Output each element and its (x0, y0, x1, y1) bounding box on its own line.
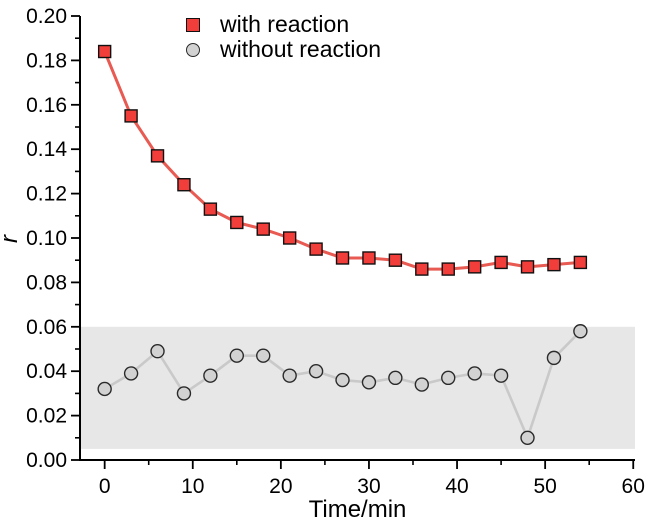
legend-label-with-reaction: with reaction (220, 11, 350, 37)
x-tick-label: 20 (269, 475, 292, 498)
red-square-marker-icon (186, 17, 200, 32)
data-point-without-reaction (176, 386, 192, 401)
data-point-without-reaction (573, 324, 588, 339)
x-tick-label: 0 (99, 475, 111, 498)
data-point-with-reaction (415, 262, 429, 276)
legend-label-without-reaction: without reaction (220, 36, 382, 62)
data-point-with-reaction (177, 178, 191, 192)
data-point-with-reaction (97, 44, 112, 59)
data-point-without-reaction (203, 368, 218, 383)
data-point-with-reaction (547, 257, 561, 272)
data-point-with-reaction (467, 260, 482, 274)
data-point-with-reaction (150, 149, 165, 163)
x-tick-label: 10 (181, 475, 204, 498)
data-point-without-reaction (414, 377, 430, 392)
data-point-with-reaction (124, 109, 138, 123)
data-point-with-reaction (230, 215, 244, 230)
data-point-without-reaction (441, 370, 456, 386)
data-point-without-reaction (520, 430, 535, 445)
data-point-without-reaction (123, 366, 139, 381)
y-tick-label: 0.12 (26, 183, 67, 206)
y-tick-label: 0.08 (26, 271, 67, 294)
data-point-with-reaction (494, 255, 508, 270)
data-point-with-reaction (388, 253, 403, 267)
data-point-without-reaction (150, 344, 165, 359)
y-tick-label: 0.04 (26, 360, 67, 383)
data-point-without-reaction (229, 348, 245, 363)
y-tick-label: 0.00 (26, 449, 67, 472)
data-point-with-reaction (362, 251, 376, 265)
data-point-without-reaction (256, 348, 271, 363)
data-point-without-reaction (361, 375, 377, 390)
y-tick-label: 0.02 (26, 405, 67, 428)
data-point-without-reaction (308, 364, 324, 379)
data-point-without-reaction (493, 368, 509, 383)
shaded-band (81, 326, 635, 449)
gray-circle-marker-icon (186, 42, 200, 57)
y-tick-label: 0.14 (26, 138, 67, 161)
data-point-with-reaction (282, 231, 297, 245)
y-tick-label: 0.18 (26, 49, 67, 72)
x-tick-label: 30 (357, 475, 380, 498)
data-point-without-reaction (388, 370, 403, 386)
data-point-without-reaction (282, 368, 297, 383)
y-axis-title: r (0, 224, 26, 254)
legend-item-with-reaction: with reaction (186, 12, 381, 37)
legend-item-without-reaction: without reaction (186, 37, 381, 62)
data-point-with-reaction (573, 255, 588, 270)
legend: with reaction without reaction (186, 12, 381, 62)
data-point-with-reaction (335, 251, 350, 265)
data-point-without-reaction (546, 350, 562, 366)
x-axis-title: Time/min (308, 496, 407, 523)
data-point-without-reaction (467, 366, 482, 381)
y-tick-label: 0.16 (26, 94, 67, 117)
y-tick-label: 0.10 (26, 227, 67, 250)
data-point-without-reaction (97, 381, 112, 397)
y-tick-label: 0.20 (26, 5, 67, 28)
data-point-without-reaction (335, 372, 350, 388)
x-tick-label: 40 (445, 475, 468, 498)
data-point-with-reaction (203, 202, 218, 216)
data-point-with-reaction (441, 262, 455, 276)
data-point-with-reaction (309, 242, 323, 256)
x-tick-label: 50 (533, 475, 556, 498)
data-point-with-reaction (256, 222, 270, 236)
data-point-with-reaction (520, 260, 535, 274)
series-line-with-reaction (103, 50, 581, 271)
x-tick-label: 60 (622, 475, 645, 498)
y-tick-label: 0.06 (26, 316, 67, 339)
